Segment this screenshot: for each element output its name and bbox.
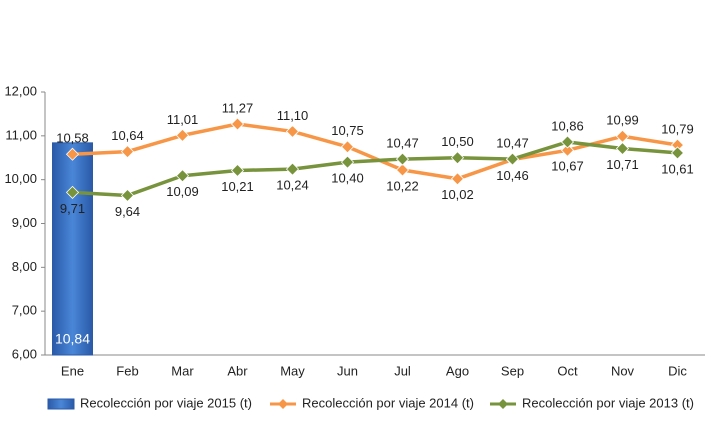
- data-label: 10,21: [221, 179, 254, 194]
- marker: [175, 128, 190, 142]
- line: [72, 140, 678, 198]
- y-tick-label: 11,00: [5, 127, 37, 142]
- marker: [560, 143, 575, 157]
- y-tick-label: 10,00: [4, 171, 37, 186]
- x-tick-label: Jun: [337, 363, 358, 378]
- data-label: 11,01: [167, 112, 199, 127]
- data-label: 10,75: [331, 123, 364, 138]
- data-label: 10,61: [661, 161, 694, 176]
- data-label: 10,99: [606, 113, 639, 128]
- x-tick-label: Feb: [116, 363, 138, 378]
- marker: [395, 163, 410, 177]
- x-tick-label: Nov: [611, 363, 635, 378]
- marker: [505, 152, 520, 166]
- marker: [230, 163, 245, 178]
- y-tick-label: 8,00: [12, 259, 37, 274]
- marker: [615, 129, 630, 143]
- marker: [120, 145, 135, 159]
- legend-swatch: [47, 398, 75, 410]
- marker: [560, 135, 575, 149]
- data-label: 10,02: [441, 187, 474, 202]
- x-tick-label: Dic: [668, 363, 687, 378]
- legend-label: Recolección por viaje 2013 (t): [522, 395, 694, 410]
- marker: [120, 188, 135, 203]
- x-tick-label: Ene: [61, 363, 84, 378]
- legend-label: Recolección por viaje 2014 (t): [302, 395, 474, 410]
- data-label: 11,27: [222, 100, 254, 115]
- marker: [670, 146, 685, 160]
- legend-label: Recolección por viaje 2015 (t): [80, 395, 252, 410]
- data-label: 9,71: [60, 201, 85, 216]
- data-label: 10,47: [386, 136, 419, 151]
- data-label: 10,40: [331, 171, 364, 186]
- y-tick-label: 7,00: [12, 303, 37, 318]
- marker: [615, 141, 630, 156]
- legend-marker: [278, 399, 288, 409]
- y-tick-label: 12,00: [4, 83, 37, 98]
- x-tick-label: Jul: [394, 363, 411, 378]
- x-tick-label: Abr: [227, 363, 248, 378]
- data-label: 10,64: [111, 128, 144, 143]
- marker: [65, 185, 80, 199]
- bar: [52, 142, 93, 356]
- data-label: 10,50: [441, 134, 474, 149]
- line: [72, 122, 678, 181]
- marker: [340, 140, 355, 154]
- data-label: 10,67: [551, 159, 584, 174]
- marker: [230, 117, 245, 131]
- data-label: 10,58: [56, 131, 89, 146]
- x-tick-label: Mar: [171, 363, 194, 378]
- marker: [450, 151, 465, 165]
- x-tick-label: Sep: [501, 363, 524, 378]
- marker: [450, 172, 465, 186]
- data-label: 10,86: [551, 118, 584, 133]
- data-label: 10,22: [386, 178, 419, 193]
- y-tick-label: 9,00: [12, 215, 37, 230]
- data-label: 10,47: [496, 136, 529, 151]
- data-label: 10,79: [661, 121, 694, 136]
- bar-value-label: 10,84: [55, 331, 90, 347]
- marker: [340, 155, 355, 169]
- data-label: 11,10: [277, 108, 309, 123]
- x-tick-label: Oct: [557, 363, 578, 378]
- legend-marker: [498, 399, 508, 409]
- marker: [285, 124, 300, 139]
- marker: [65, 147, 80, 161]
- marker: [175, 169, 190, 183]
- data-label: 9,64: [115, 204, 140, 219]
- x-tick-label: May: [280, 363, 305, 378]
- x-tick-label: Ago: [446, 363, 469, 378]
- data-label: 10,71: [606, 157, 639, 172]
- data-label: 10,09: [166, 184, 199, 199]
- y-tick-label: 6,00: [12, 346, 37, 361]
- marker: [395, 152, 410, 166]
- marker: [285, 162, 300, 176]
- data-label: 10,46: [496, 168, 529, 183]
- data-label: 10,24: [276, 178, 309, 193]
